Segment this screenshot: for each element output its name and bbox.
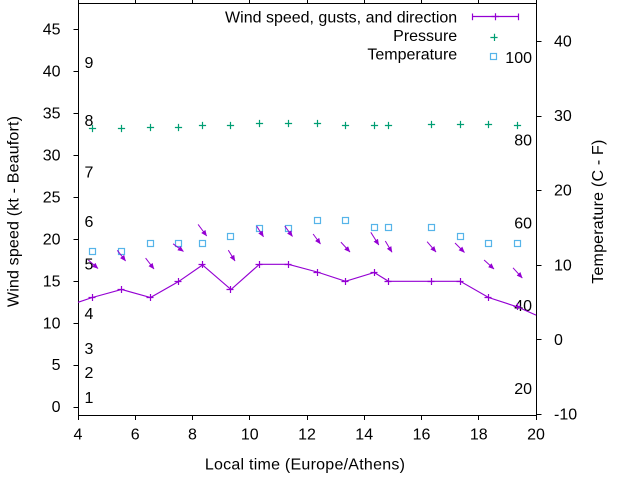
svg-text:3: 3 [85, 341, 94, 358]
svg-text:10: 10 [241, 427, 259, 444]
svg-text:35: 35 [43, 105, 61, 122]
svg-text:Temperature: Temperature [367, 46, 457, 63]
svg-text:Wind speed (kt - Beaufort): Wind speed (kt - Beaufort) [5, 116, 22, 307]
svg-text:25: 25 [43, 189, 61, 206]
svg-text:10: 10 [43, 315, 61, 332]
svg-text:60: 60 [514, 215, 532, 232]
svg-text:30: 30 [554, 108, 572, 125]
svg-text:20: 20 [514, 381, 532, 398]
svg-text:4: 4 [74, 427, 83, 444]
svg-text:4: 4 [85, 306, 94, 323]
svg-text:9: 9 [85, 55, 94, 72]
svg-text:20: 20 [527, 427, 545, 444]
svg-text:80: 80 [514, 133, 532, 150]
svg-text:1: 1 [85, 390, 94, 407]
svg-text:8: 8 [188, 427, 197, 444]
svg-text:5: 5 [85, 256, 94, 273]
svg-text:0: 0 [554, 332, 563, 349]
svg-text:40: 40 [43, 64, 61, 81]
svg-text:Pressure: Pressure [393, 28, 457, 45]
svg-text:20: 20 [43, 231, 61, 248]
svg-text:6: 6 [85, 214, 94, 231]
svg-text:45: 45 [43, 22, 61, 39]
svg-text:7: 7 [85, 165, 94, 182]
svg-text:10: 10 [554, 257, 572, 274]
svg-text:14: 14 [355, 427, 373, 444]
svg-text:Local time (Europe/Athens): Local time (Europe/Athens) [205, 456, 405, 473]
svg-text:30: 30 [43, 147, 61, 164]
svg-text:18: 18 [470, 427, 488, 444]
svg-text:Wind speed, gusts, and directi: Wind speed, gusts, and direction [225, 9, 457, 26]
svg-text:12: 12 [298, 427, 316, 444]
svg-text:40: 40 [554, 34, 572, 51]
svg-text:Temperature (C - F): Temperature (C - F) [590, 139, 607, 283]
svg-text:15: 15 [43, 273, 61, 290]
svg-text:20: 20 [554, 183, 572, 200]
svg-text:5: 5 [52, 357, 61, 374]
svg-text:2: 2 [85, 365, 94, 382]
svg-text:-10: -10 [554, 407, 577, 424]
svg-text:16: 16 [413, 427, 431, 444]
svg-text:100: 100 [505, 50, 532, 67]
svg-text:0: 0 [52, 399, 61, 416]
svg-text:8: 8 [85, 113, 94, 130]
svg-text:6: 6 [131, 427, 140, 444]
